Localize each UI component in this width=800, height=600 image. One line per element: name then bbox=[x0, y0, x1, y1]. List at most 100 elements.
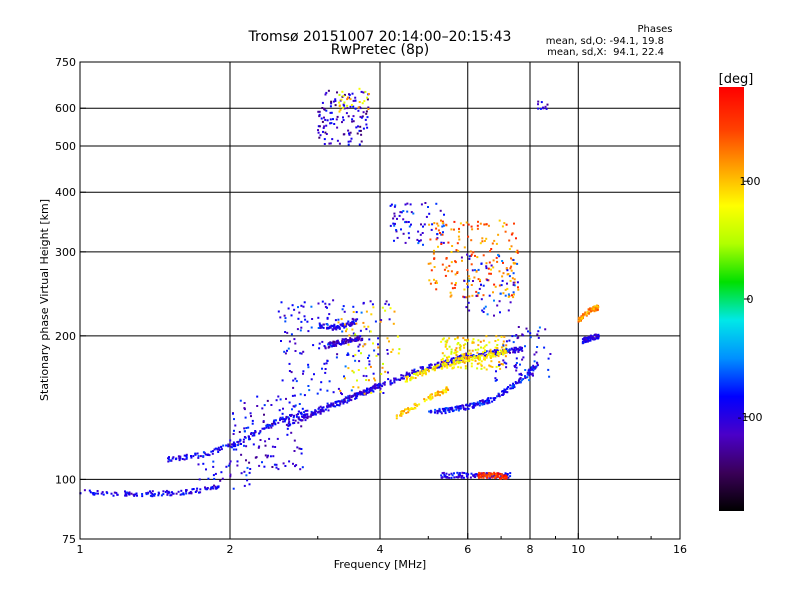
data-point bbox=[480, 352, 483, 355]
data-point bbox=[110, 492, 113, 495]
data-point bbox=[264, 454, 267, 457]
data-point bbox=[510, 245, 513, 248]
data-point bbox=[445, 361, 448, 364]
data-point bbox=[521, 358, 524, 361]
data-point bbox=[506, 391, 509, 394]
data-point bbox=[310, 326, 313, 329]
data-point bbox=[467, 354, 470, 357]
data-point bbox=[477, 348, 480, 351]
data-point bbox=[362, 374, 365, 377]
data-point bbox=[399, 414, 401, 417]
data-point bbox=[303, 411, 306, 414]
data-point bbox=[293, 308, 296, 311]
data-point bbox=[486, 473, 489, 476]
data-points bbox=[79, 87, 600, 498]
data-point bbox=[208, 454, 211, 457]
data-point bbox=[342, 116, 344, 119]
data-point bbox=[467, 235, 470, 238]
data-point bbox=[350, 137, 353, 140]
data-point bbox=[462, 337, 465, 340]
data-point bbox=[439, 365, 442, 368]
data-point bbox=[347, 115, 350, 118]
data-point bbox=[329, 105, 332, 108]
data-point bbox=[507, 295, 510, 298]
data-point bbox=[237, 444, 239, 447]
data-point bbox=[134, 493, 137, 496]
data-point bbox=[407, 408, 410, 411]
data-point bbox=[225, 444, 228, 447]
data-point bbox=[512, 296, 515, 299]
data-point bbox=[382, 392, 385, 394]
data-point bbox=[362, 127, 365, 130]
data-point bbox=[328, 142, 331, 145]
data-point bbox=[381, 306, 384, 309]
data-point bbox=[329, 405, 332, 408]
data-point bbox=[228, 462, 231, 465]
data-point bbox=[495, 473, 498, 476]
data-point bbox=[168, 491, 171, 494]
data-point bbox=[352, 311, 355, 313]
data-point bbox=[455, 408, 458, 411]
data-point bbox=[493, 299, 495, 302]
data-point bbox=[332, 299, 335, 302]
data-point bbox=[325, 109, 328, 112]
data-point bbox=[158, 492, 160, 495]
data-point bbox=[466, 286, 469, 289]
data-point bbox=[479, 242, 482, 245]
data-point bbox=[248, 471, 251, 474]
data-point bbox=[453, 286, 456, 289]
data-point bbox=[364, 393, 367, 396]
data-point bbox=[424, 371, 427, 374]
data-point bbox=[516, 337, 519, 340]
data-point bbox=[284, 352, 287, 355]
data-point bbox=[106, 492, 109, 495]
data-point bbox=[379, 320, 382, 323]
data-point bbox=[428, 212, 431, 215]
data-point bbox=[489, 348, 492, 351]
data-point bbox=[358, 343, 361, 346]
data-point bbox=[375, 384, 378, 387]
data-point bbox=[531, 372, 534, 375]
data-point bbox=[416, 371, 419, 374]
data-point bbox=[431, 223, 434, 226]
data-point bbox=[476, 362, 479, 365]
data-point bbox=[412, 369, 415, 372]
data-point bbox=[348, 133, 351, 136]
data-point bbox=[194, 452, 197, 455]
data-point bbox=[499, 367, 502, 370]
data-point bbox=[441, 225, 444, 228]
data-point bbox=[346, 104, 349, 107]
data-point bbox=[480, 364, 483, 367]
data-point bbox=[508, 248, 511, 250]
data-point bbox=[467, 473, 470, 476]
data-point bbox=[320, 324, 323, 327]
data-point bbox=[419, 373, 422, 375]
data-point bbox=[179, 493, 182, 496]
data-point bbox=[152, 494, 155, 497]
data-point bbox=[150, 491, 153, 494]
data-point bbox=[182, 493, 185, 496]
data-point bbox=[350, 389, 353, 392]
data-point bbox=[512, 272, 515, 275]
data-point bbox=[460, 356, 463, 359]
data-point bbox=[229, 445, 232, 448]
data-point bbox=[217, 446, 220, 449]
data-point bbox=[477, 339, 480, 342]
data-point bbox=[344, 341, 347, 344]
data-point bbox=[486, 398, 489, 401]
data-point bbox=[465, 404, 468, 407]
data-point bbox=[468, 255, 471, 258]
data-point bbox=[464, 367, 467, 370]
data-point bbox=[379, 387, 382, 390]
data-point bbox=[233, 418, 235, 421]
data-point bbox=[374, 383, 377, 386]
data-point bbox=[396, 217, 398, 220]
data-point bbox=[480, 363, 483, 366]
data-point bbox=[327, 89, 330, 92]
data-point bbox=[478, 471, 480, 474]
data-point bbox=[412, 212, 415, 215]
data-point bbox=[469, 402, 472, 405]
data-point bbox=[462, 476, 465, 479]
data-point bbox=[367, 325, 370, 328]
data-point bbox=[351, 395, 354, 398]
